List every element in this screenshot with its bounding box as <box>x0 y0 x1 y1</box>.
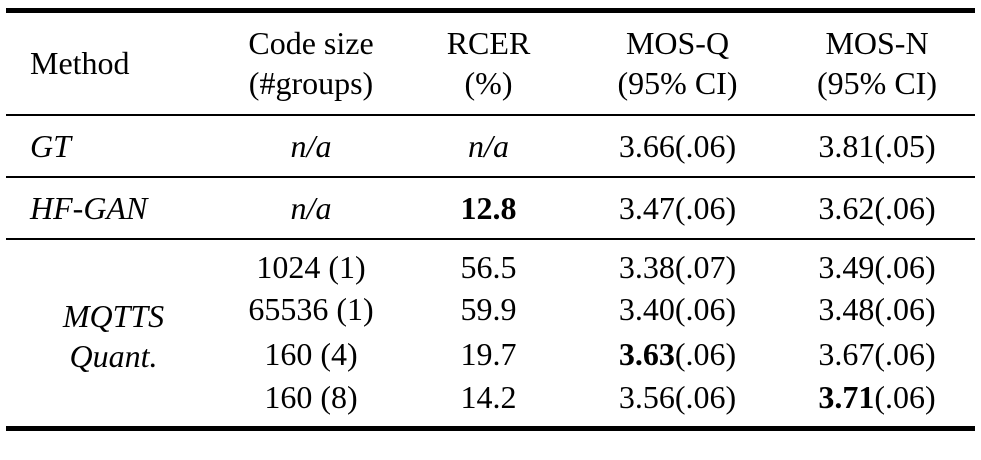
cell-gt-mos-q: 3.66(.06) <box>576 115 779 177</box>
paper-table-wrap: Method Code size (#groups) RCER (%) MOS-… <box>6 8 975 431</box>
cell-hf-gan-code-size: n/a <box>290 189 332 226</box>
table-row: 160 (4) 19.7 3.63(.06) 3.67(.06) <box>6 332 975 377</box>
method-mqtts-line1: MQTTS <box>62 298 165 334</box>
column-header-code-size: Code size (#groups) <box>221 11 401 115</box>
column-header-rcer: RCER (%) <box>401 11 576 115</box>
cell-mqtts-1-mos-n: 3.49(.06) <box>779 239 975 287</box>
cell-mqtts-4-mos-q: 3.56(.06) <box>576 377 779 429</box>
mos-n-value: 3.48 <box>818 291 875 327</box>
header-code-size-line2: (#groups) <box>248 65 374 102</box>
header-method-label: Method <box>30 45 130 82</box>
mos-n-value: 3.67 <box>818 336 875 372</box>
header-mos-n-line1: MOS-N <box>825 25 929 62</box>
results-table: Method Code size (#groups) RCER (%) MOS-… <box>6 8 975 431</box>
cell-mqtts-2-code-size: 65536 (1) <box>248 291 374 327</box>
mos-q-value: 3.40 <box>618 291 675 327</box>
table-row: 160 (8) 14.2 3.56(.06) 3.71(.06) <box>6 377 975 429</box>
cell-mqtts-1-code-size: 1024 (1) <box>256 248 366 285</box>
cell-gt-rcer: n/a <box>468 127 509 164</box>
mos-q-value: 3.63 <box>618 336 675 372</box>
cell-mqtts-2-rcer: 59.9 <box>460 291 517 327</box>
table-header: Method Code size (#groups) RCER (%) MOS-… <box>6 11 975 115</box>
mos-q-ci: (.06) <box>674 127 737 164</box>
method-name-mqtts-quant: MQTTS Quant. <box>6 239 221 429</box>
method-name-gt: GT <box>30 127 71 164</box>
cell-gt-mos-n: 3.81(.05) <box>779 115 975 177</box>
section-gt: GT n/a n/a 3.66(.06) 3.81(.05) <box>6 115 975 177</box>
method-name-hf-gan: HF-GAN <box>30 189 148 226</box>
mos-q-ci: (.07) <box>674 248 737 285</box>
section-hf-gan: HF-GAN n/a 12.8 3.47(.06) 3.62(.06) <box>6 176 975 239</box>
mos-n-value: 3.71 <box>818 378 875 415</box>
cell-hf-gan-mos-q: 3.47(.06) <box>576 177 779 239</box>
mos-q-ci: (.06) <box>674 291 737 327</box>
table-row: MQTTS Quant. 1024 (1) 56.5 3.38(.07) 3.4… <box>6 239 975 375</box>
cell-mqtts-4-mos-n: 3.71(.06) <box>779 377 975 429</box>
header-mos-q-line1: MOS-Q <box>625 25 730 62</box>
cell-hf-gan-rcer: 12.8 <box>460 189 517 226</box>
cell-mqtts-4-rcer: 14.2 <box>460 378 517 415</box>
mos-q-ci: (.06) <box>674 336 737 372</box>
header-mos-n-line2: (95% CI) <box>817 65 937 102</box>
mos-n-ci: (.05) <box>874 127 936 164</box>
cell-mqtts-3-mos-n: 3.67(.06) <box>779 332 975 377</box>
table-row: GT n/a n/a 3.66(.06) 3.81(.05) <box>6 115 975 177</box>
mos-n-ci: (.06) <box>874 189 936 226</box>
column-header-mos-q: MOS-Q (95% CI) <box>576 11 779 115</box>
mos-q-value: 3.47 <box>618 189 675 226</box>
mos-n-value: 3.49 <box>818 248 875 285</box>
table-row: HF-GAN n/a 12.8 3.47(.06) 3.62(.06) <box>6 177 975 239</box>
cell-mqtts-3-code-size: 160 (4) <box>264 336 358 372</box>
header-code-size-line1: Code size <box>248 25 374 62</box>
mos-q-value: 3.66 <box>618 127 675 164</box>
cell-hf-gan-mos-n: 3.62(.06) <box>779 177 975 239</box>
column-header-mos-n: MOS-N (95% CI) <box>779 11 975 115</box>
cell-mqtts-3-mos-q: 3.63(.06) <box>576 332 779 377</box>
header-mos-q-line2: (95% CI) <box>617 65 738 102</box>
header-rcer-line1: RCER <box>446 25 531 62</box>
mos-q-value: 3.38 <box>618 248 675 285</box>
table-row: 65536 (1) 59.9 3.40(.06) 3.48(.06) <box>6 287 975 332</box>
header-row: Method Code size (#groups) RCER (%) MOS-… <box>6 11 975 115</box>
cell-gt-code-size: n/a <box>290 127 332 164</box>
mos-q-ci: (.06) <box>674 378 737 415</box>
cell-mqtts-2-mos-q: 3.40(.06) <box>576 287 779 332</box>
mos-q-ci: (.06) <box>674 189 737 226</box>
mos-n-ci: (.06) <box>874 336 936 372</box>
mos-n-value: 3.62 <box>818 189 875 226</box>
mos-q-value: 3.56 <box>618 378 675 415</box>
column-header-method: Method <box>6 11 221 115</box>
cell-mqtts-2-mos-n: 3.48(.06) <box>779 287 975 332</box>
cell-mqtts-1-rcer: 56.5 <box>460 248 517 285</box>
method-mqtts-line2: Quant. <box>69 338 158 374</box>
cell-mqtts-4-code-size: 160 (8) <box>264 378 358 415</box>
mos-n-ci: (.06) <box>874 291 936 327</box>
cell-mqtts-1-mos-q: 3.38(.07) <box>576 239 779 287</box>
mos-n-ci: (.06) <box>874 248 936 285</box>
section-mqtts-quant: MQTTS Quant. 1024 (1) 56.5 3.38(.07) 3.4… <box>6 238 975 429</box>
mos-n-ci: (.06) <box>874 378 936 415</box>
header-rcer-line2: (%) <box>464 65 513 102</box>
cell-mqtts-3-rcer: 19.7 <box>460 336 517 372</box>
mos-n-value: 3.81 <box>818 127 875 164</box>
